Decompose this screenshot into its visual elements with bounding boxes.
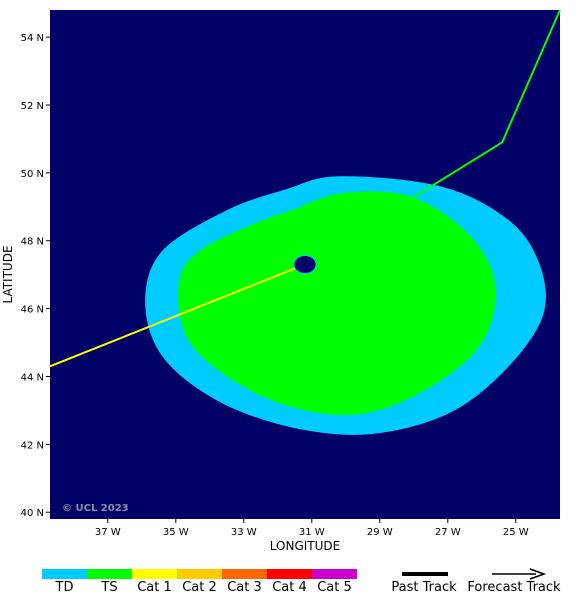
legend-label-ts: TS xyxy=(100,580,117,595)
axis-ticks: 37 W 35 W 33 W 31 W 29 W 27 W 25 W 54 N 52 N 50 N… xyxy=(21,33,529,538)
legend-swatch-cat-3 xyxy=(222,569,267,579)
past-track-label: Past Track xyxy=(391,580,457,595)
legend-label-cat-5: Cat 5 xyxy=(317,580,352,595)
wind-field-ts xyxy=(178,191,496,416)
legend-label-td: TD xyxy=(55,580,74,595)
past-track-line xyxy=(49,263,306,368)
legend-swatch-cat-5 xyxy=(312,569,357,579)
y-tick-label: 48 N xyxy=(21,237,44,248)
category-legend: TD TS Cat 1 Cat 2 Cat 3 Cat 4 Cat 5 xyxy=(42,569,357,595)
forecast-track-line xyxy=(304,9,561,266)
y-tick-label: 44 N xyxy=(21,372,44,383)
legend-label-cat-3: Cat 3 xyxy=(227,580,262,595)
x-axis-title: LONGITUDE xyxy=(270,539,340,553)
wind-field-layer xyxy=(145,176,546,435)
x-tick-label: 31 W xyxy=(299,527,325,538)
y-tick-label: 42 N xyxy=(21,440,44,451)
y-tick-label: 54 N xyxy=(21,33,44,44)
storm-eye xyxy=(293,255,317,274)
legend-swatch-td xyxy=(42,569,87,579)
legend-swatch-cat-2 xyxy=(177,569,222,579)
x-tick-label: 25 W xyxy=(503,527,529,538)
x-tick-label: 35 W xyxy=(163,527,189,538)
legend-label-cat-2: Cat 2 xyxy=(182,580,217,595)
y-tick-label: 40 N xyxy=(21,508,44,519)
track-legend: Past Track Forecast Track xyxy=(391,568,561,595)
y-tick-label: 46 N xyxy=(21,305,44,316)
map-plot-area: © UCL 2023 xyxy=(49,9,561,519)
y-tick-label: 50 N xyxy=(21,169,44,180)
watermark-text: © UCL 2023 xyxy=(62,503,129,514)
x-tick-label: 27 W xyxy=(435,527,461,538)
x-tick-label: 29 W xyxy=(367,527,393,538)
y-axis-title: LATITUDE xyxy=(1,245,15,303)
legend-label-cat-1: Cat 1 xyxy=(137,580,172,595)
arrow-head-icon xyxy=(529,568,547,580)
storm-track-layer xyxy=(49,9,561,368)
x-tick-label: 37 W xyxy=(95,527,121,538)
legend-swatch-cat-4 xyxy=(267,569,312,579)
legend-swatch-cat-1 xyxy=(132,569,177,579)
forecast-track-label: Forecast Track xyxy=(467,580,561,595)
y-tick-label: 52 N xyxy=(21,101,44,112)
legend-label-cat-4: Cat 4 xyxy=(272,580,307,595)
x-tick-label: 33 W xyxy=(231,527,257,538)
legend-swatch-ts xyxy=(87,569,132,579)
